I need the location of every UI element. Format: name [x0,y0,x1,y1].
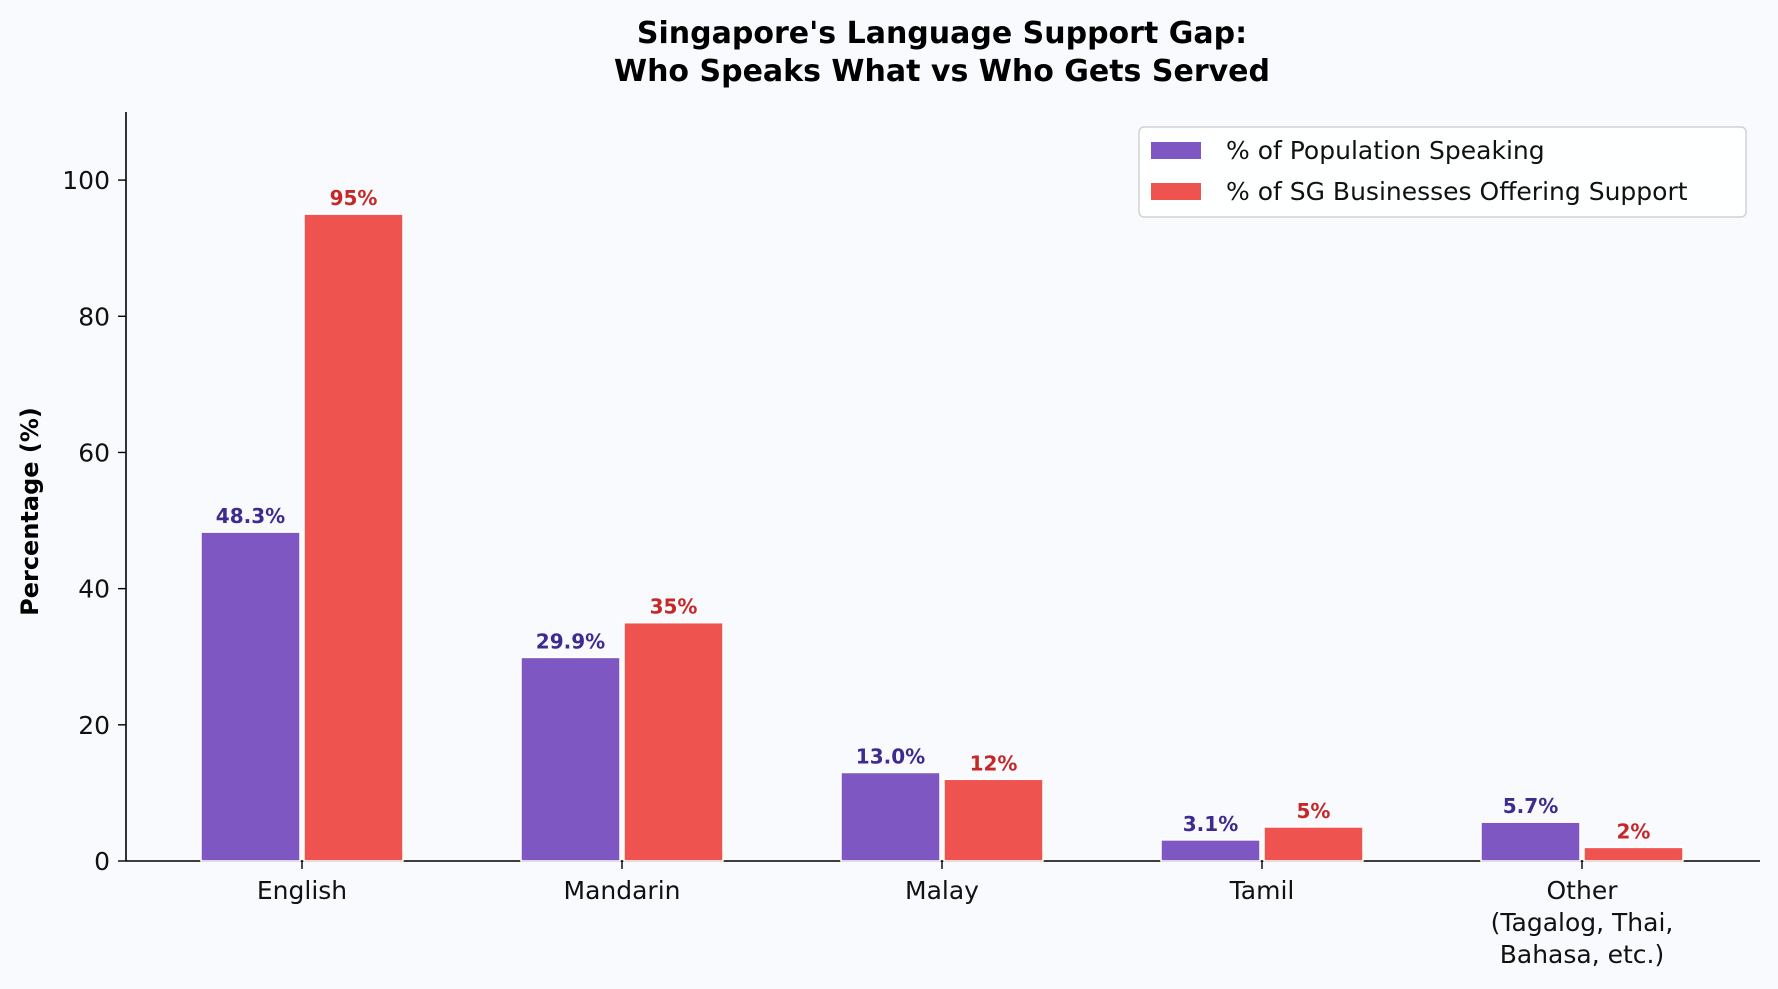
y-tick-label: 20 [78,711,110,740]
data-label-business: 5% [1297,799,1331,823]
bar-population [201,532,300,861]
chart-title-line: Singapore's Language Support Gap: [637,16,1247,51]
legend: % of Population Speaking % of SG Business… [1139,127,1746,217]
y-tick-label: 0 [94,847,110,876]
bar-population [521,657,620,861]
bar-business [1264,827,1363,861]
x-tick-label: Tamil [1229,876,1295,905]
bar-business [1584,847,1683,861]
data-label-business: 95% [330,186,378,210]
x-tick-label: English [257,876,347,905]
bar-business [944,779,1043,861]
chart-title: Singapore's Language Support Gap:Who Spe… [614,16,1270,89]
data-label-business: 12% [970,751,1018,775]
x-tick-label: (Tagalog, Thai, [1491,908,1674,937]
y-axis: 0 20 40 60 80 100 Percentage (%) [16,112,126,876]
legend-swatch [1151,183,1201,200]
bar-chart: Singapore's Language Support Gap:Who Spe… [0,0,1778,989]
y-tick-label: 100 [62,166,110,195]
chart-title-line: Who Speaks What vs Who Gets Served [614,54,1270,89]
data-label-population: 13.0% [856,744,925,768]
chart-container: Singapore's Language Support Gap: Who Spe… [0,0,1778,989]
data-label-population: 5.7% [1503,794,1558,818]
x-axis: English Mandarin Malay Tamil Other (Tagalog, … [126,861,1760,969]
legend-swatch [1151,142,1201,159]
x-tick-label: Other [1547,876,1619,905]
data-label-business: 35% [650,595,698,619]
legend-label: % of Population Speaking [1226,136,1545,165]
x-tick-label: Mandarin [564,876,681,905]
data-labels: 48.3% 95% 29.9% 35% 13.0% 12% 3.1% 5% 5.7% 2% [216,186,1651,843]
y-tick-label: 80 [78,302,110,331]
bar-population [841,772,940,861]
x-tick-label: Malay [905,876,979,905]
bar-population [1161,840,1260,861]
x-tick-label: Bahasa, etc.) [1500,940,1665,969]
legend-label: % of SG Businesses Offering Support [1226,177,1688,206]
data-label-population: 48.3% [216,504,285,528]
bars [201,214,1683,861]
data-label-population: 3.1% [1183,812,1238,836]
bar-business [624,623,723,861]
bar-business [304,214,403,861]
y-tick-label: 60 [78,438,110,467]
y-tick-label: 40 [78,575,110,604]
data-label-population: 29.9% [536,629,605,653]
data-label-business: 2% [1617,819,1651,843]
y-axis-label: Percentage (%) [16,407,44,616]
bar-population [1481,822,1580,861]
